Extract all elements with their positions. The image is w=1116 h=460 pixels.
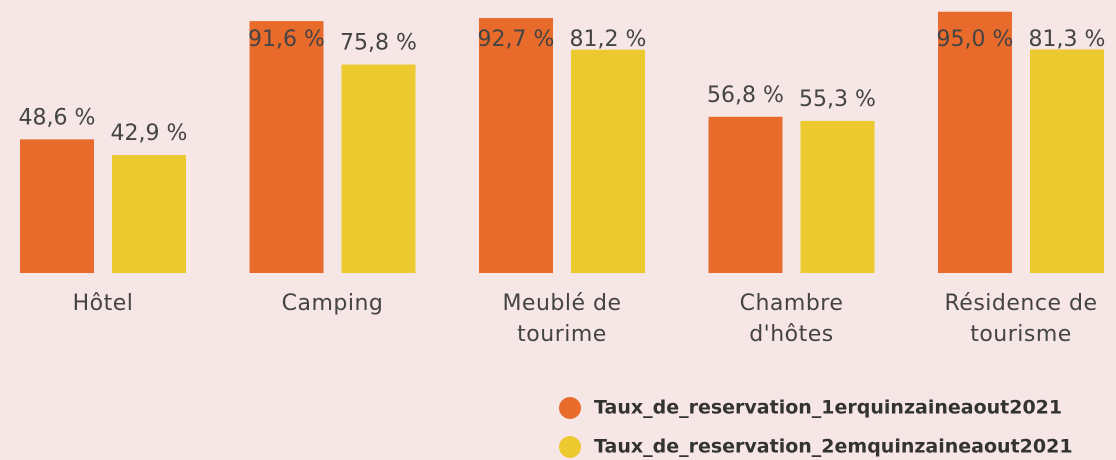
- bar: [341, 64, 416, 273]
- data-label: 42,9 %: [111, 121, 188, 146]
- bar: [708, 116, 783, 273]
- x-tick-label: Hôtel: [72, 291, 134, 316]
- bar: [479, 18, 553, 274]
- legend-label: Taux_de_reservation_1erquinzaineaout2021: [594, 397, 1062, 419]
- bar: [20, 139, 94, 273]
- data-label: 92,7 %: [478, 27, 555, 52]
- legend-swatch: [559, 397, 581, 419]
- x-tick-label: Chambre d'hôtes: [739, 291, 844, 347]
- bar: [571, 49, 645, 274]
- legend-swatch: [559, 436, 581, 458]
- bar: [800, 120, 875, 273]
- bar: [249, 21, 324, 273]
- bar: [938, 11, 1012, 273]
- legend-label: Taux_de_reservation_2emquinzaineaout2021: [594, 436, 1073, 458]
- data-label: 55,3 %: [799, 87, 876, 112]
- data-label: 75,8 %: [340, 31, 417, 56]
- x-tick-label: Résidence de tourisme: [944, 291, 1098, 347]
- data-label: 81,2 %: [570, 27, 647, 52]
- data-label: 95,0 %: [937, 27, 1014, 52]
- data-label: 48,6 %: [19, 105, 96, 130]
- x-tick-label: Camping: [281, 291, 384, 316]
- bar: [1030, 49, 1104, 273]
- data-label: 91,6 %: [248, 27, 325, 52]
- data-label: 56,8 %: [707, 83, 784, 108]
- bar: [112, 155, 186, 273]
- x-tick-label: Meublé de tourime: [502, 291, 622, 347]
- data-label: 81,3 %: [1029, 27, 1106, 52]
